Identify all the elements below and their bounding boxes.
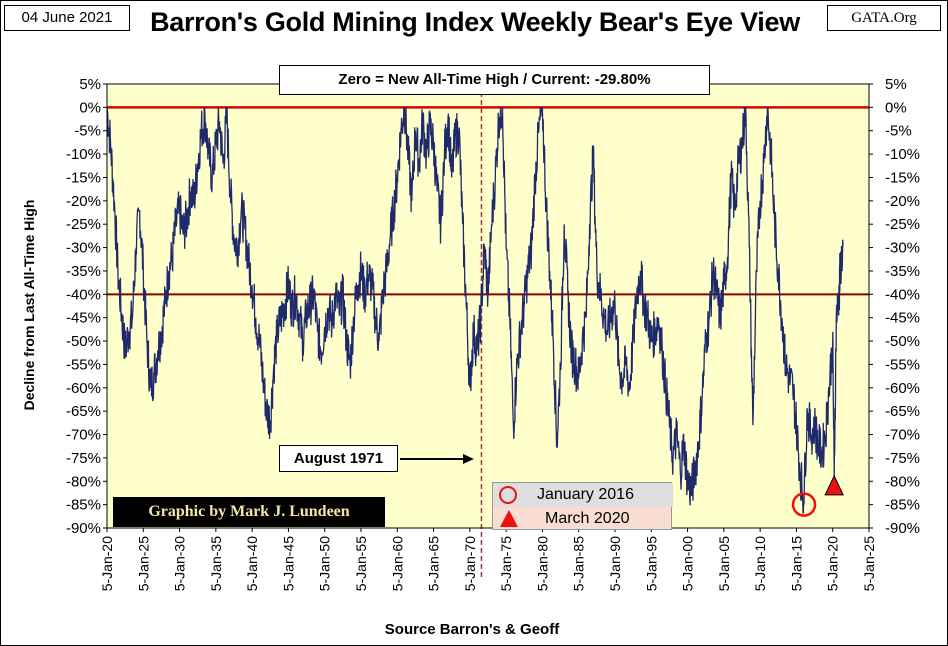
y-tick-label-right: -50% (885, 333, 920, 350)
credit-box: Graphic by Mark J. Lundeen (113, 497, 385, 527)
y-tick-label-right: -60% (885, 380, 920, 397)
y-tick-label-left: -75% (66, 450, 101, 467)
y-tick-label-left: -25% (66, 216, 101, 233)
y-tick-label-left: -15% (66, 169, 101, 186)
y-tick-label-left: -70% (66, 427, 101, 444)
y-tick-label-right: -90% (885, 520, 920, 537)
y-tick-label-left: -65% (66, 403, 101, 420)
y-tick-label-right: -25% (885, 216, 920, 233)
legend-row-triangle: March 2020 (493, 507, 673, 531)
y-tick-label-right: -80% (885, 473, 920, 490)
y-tick-label-right: -5% (885, 123, 912, 140)
x-tick-label: 5-Jan-80 (534, 536, 550, 591)
y-tick-label-right: -30% (885, 240, 920, 257)
x-tick-label: 5-Jan-60 (389, 536, 405, 591)
x-tick-label: 5-Jan-90 (607, 536, 623, 591)
tick-group (103, 83, 873, 532)
y-tick-label-right: -75% (885, 450, 920, 467)
y-tick-label-left: 5% (79, 76, 101, 93)
marker-march-2020 (824, 474, 844, 496)
y-tick-label-right: -45% (885, 310, 920, 327)
x-tick-label: 5-Jan-10 (752, 536, 768, 591)
x-axis-label: Source Barron's & Geoff (385, 621, 560, 638)
x-tick-label: 5-Jan-15 (788, 536, 804, 591)
x-tick-label: 5-Jan-55 (353, 536, 369, 591)
date-label: 04 June 2021 (21, 9, 113, 26)
x-tick-label: 5-Jan-35 (208, 536, 224, 591)
series-line (106, 106, 844, 514)
x-tick-label: 5-Jan-20 (825, 536, 841, 591)
legend-row-circle: January 2016 (493, 483, 673, 507)
x-tick-label: 5-Jan-85 (571, 536, 587, 591)
x-tick-label: 5-Jan-45 (280, 536, 296, 591)
y-tick-label-right: -15% (885, 169, 920, 186)
x-tick-label: 5-Jan-75 (498, 536, 514, 591)
legend-circle-icon (499, 486, 517, 504)
site-box: GATA.Org (827, 5, 941, 31)
x-tick-label: 5-Jan-20 (99, 536, 115, 591)
y-tick-label-left: -30% (66, 240, 101, 257)
y-tick-label-left: -80% (66, 473, 101, 490)
y-tick-label-right: -55% (885, 356, 920, 373)
y-tick-label-left: -50% (66, 333, 101, 350)
current-value-box: Zero = New All-Time High / Current: -29.… (279, 65, 710, 95)
y-tick-label-right: -85% (885, 497, 920, 514)
marker-january-2016 (791, 492, 817, 517)
x-tick-label: 5-Jan-50 (317, 536, 333, 591)
y-tick-label-right: -40% (885, 286, 920, 303)
credit-text: Graphic by Mark J. Lundeen (148, 503, 350, 520)
y-tick-label-left: -90% (66, 520, 101, 537)
x-tick-labels: 5-Jan-20 5-Jan-25 5-Jan-30 5-Jan-35 5-Jan-40… (99, 536, 877, 591)
x-tick-label: 5-Jan-05 (716, 536, 732, 591)
legend-triangle-label: March 2020 (545, 510, 630, 527)
y-tick-labels: 5% 5% 0% 0% -5% -5% -10% -10% -15% -15% -20% -20% -2… (66, 76, 920, 537)
current-value-text: Zero = New All-Time High / Current: -29.… (338, 71, 651, 88)
y-tick-label-right: -10% (885, 146, 920, 163)
y-tick-label-left: -5% (74, 123, 101, 140)
x-tick-label: 5-Jan-25 (135, 536, 151, 591)
y-tick-label-left: -85% (66, 497, 101, 514)
august-1971-label-box: August 1971 (279, 445, 398, 472)
x-tick-label: 5-Jan-65 (426, 536, 442, 591)
site-label: GATA.Org (851, 10, 917, 26)
y-tick-label-left: -45% (66, 310, 101, 327)
y-tick-label-right: 5% (885, 76, 907, 93)
y-tick-label-left: 0% (79, 99, 101, 116)
page-title: Barron's Gold Mining Index Weekly Bear's… (150, 7, 800, 37)
y-tick-label-right: 0% (885, 99, 907, 116)
legend-circle-label: January 2016 (537, 486, 634, 503)
y-tick-label-left: -60% (66, 380, 101, 397)
y-tick-label-left: -10% (66, 146, 101, 163)
y-tick-label-left: -20% (66, 193, 101, 210)
y-axis-label: Decline from Last All-Time High (21, 200, 37, 411)
y-tick-label-right: -35% (885, 263, 920, 280)
y-tick-label-left: -55% (66, 356, 101, 373)
august-1971-label: August 1971 (293, 450, 384, 467)
legend-triangle-icon (500, 510, 518, 527)
legend: January 2016 March 2020 (492, 482, 673, 531)
y-tick-label-left: -40% (66, 286, 101, 303)
date-box: 04 June 2021 (4, 5, 130, 31)
x-tick-label: 5-Jan-30 (172, 536, 188, 591)
x-tick-label: 5-Jan-70 (462, 536, 478, 591)
y-tick-label-right: -20% (885, 193, 920, 210)
august-1971-arrowhead (463, 454, 474, 464)
y-tick-label-right: -65% (885, 403, 920, 420)
x-tick-label: 5-Jan-40 (244, 536, 260, 591)
x-tick-label: 5-Jan-95 (643, 536, 659, 591)
y-tick-label-left: -35% (66, 263, 101, 280)
x-tick-label: 5-Jan-00 (680, 536, 696, 591)
y-tick-label-right: -70% (885, 427, 920, 444)
x-tick-label: 5-Jan-25 (861, 536, 877, 591)
